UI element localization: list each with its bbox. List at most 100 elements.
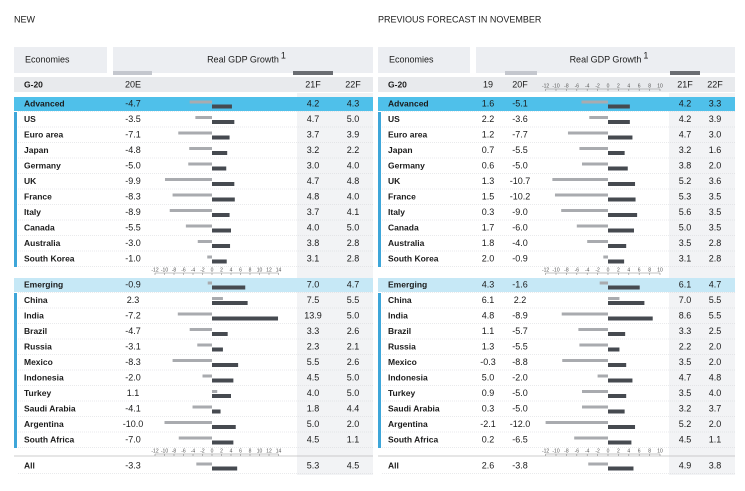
- group-accent: [14, 293, 17, 448]
- economy-name: All: [24, 460, 35, 470]
- growth-value: 4.7: [679, 129, 692, 139]
- bar-forecast: [608, 135, 633, 140]
- tick-label: -4: [585, 83, 590, 89]
- bar-forecast: [608, 347, 620, 352]
- growth-value: 4.1: [347, 207, 360, 217]
- growth-value: 7.0: [679, 295, 692, 305]
- growth-value: 6.1: [482, 295, 495, 305]
- bar-prior-year: [574, 436, 608, 440]
- growth-value: 3.8: [307, 238, 320, 248]
- tick-label: 2: [220, 267, 223, 273]
- bar-forecast: [608, 104, 630, 109]
- growth-value: 4.2: [679, 114, 692, 124]
- bar-prior-year: [172, 193, 212, 197]
- economy-name: Saudi Arabia: [388, 403, 440, 413]
- column-label: 21F: [677, 79, 693, 89]
- growth-value: 5.0: [347, 388, 360, 398]
- bar-prior-year: [197, 343, 212, 347]
- growth-value: -7.7: [512, 129, 528, 139]
- growth-value: -3.3: [125, 460, 141, 470]
- bar-forecast: [608, 363, 627, 367]
- growth-value: 4.0: [347, 160, 360, 170]
- group-row-background: [378, 97, 735, 111]
- growth-value: 1.1: [127, 388, 140, 398]
- bar-prior-year: [207, 281, 212, 285]
- growth-value: 5.2: [679, 419, 692, 429]
- economy-name: Germany: [388, 160, 425, 170]
- growth-value: 3.7: [709, 403, 722, 413]
- bar-forecast: [212, 213, 230, 217]
- economy-name: Emerging: [24, 279, 63, 289]
- bar-forecast: [608, 120, 630, 124]
- economy-name: South Korea: [24, 253, 75, 263]
- growth-value: 5.5: [307, 357, 320, 367]
- growth-value: 2.5: [709, 326, 722, 336]
- bar-prior-year: [552, 178, 608, 181]
- growth-value: 2.0: [709, 160, 722, 170]
- economy-name: US: [24, 114, 36, 124]
- bar-forecast: [212, 244, 231, 248]
- bar-forecast: [212, 332, 228, 336]
- bar-prior-year: [212, 297, 223, 300]
- growth-value: -5.0: [512, 160, 528, 170]
- economy-name: Indonesia: [24, 372, 64, 382]
- growth-value: 5.5: [709, 310, 722, 320]
- bar-forecast: [212, 466, 238, 471]
- growth-value: 5.0: [307, 419, 320, 429]
- growth-value: -0.9: [125, 279, 141, 289]
- bar-prior-year: [212, 390, 218, 393]
- growth-value: 5.2: [679, 176, 692, 186]
- growth-value: -9.9: [125, 176, 141, 186]
- growth-value: -10.2: [510, 191, 531, 201]
- tick-label: -2: [595, 267, 600, 273]
- growth-value: -8.3: [125, 357, 141, 367]
- growth-value: 1.8: [307, 403, 320, 413]
- growth-value: 2.2: [482, 114, 495, 124]
- economies-header-box: [14, 47, 107, 73]
- tick-label: -10: [552, 448, 559, 454]
- bar-prior-year: [164, 178, 212, 181]
- tick-label: 6: [239, 448, 242, 454]
- bar-forecast: [608, 332, 626, 336]
- growth-value: -5.0: [512, 403, 528, 413]
- growth-value: 1.3: [482, 341, 495, 351]
- growth-header-box: [476, 47, 735, 73]
- growth-value: 2.0: [347, 419, 360, 429]
- growth-value: 4.0: [307, 388, 320, 398]
- economy-name: France: [388, 191, 416, 201]
- growth-value: 4.2: [307, 98, 320, 108]
- tick-label: -10: [161, 267, 168, 273]
- bar-forecast: [212, 197, 235, 202]
- growth-value: 4.0: [347, 191, 360, 201]
- column-marker: [113, 71, 152, 75]
- column-marker: [670, 71, 700, 75]
- bar-prior-year: [195, 116, 212, 119]
- bar-prior-year: [172, 359, 212, 362]
- background-layer: [14, 47, 735, 475]
- economy-name: Advanced: [24, 98, 65, 108]
- growth-value: 4.8: [347, 176, 360, 186]
- growth-value: -12.0: [510, 419, 531, 429]
- tick-label: 2: [220, 448, 223, 454]
- column-header-row: [378, 77, 735, 92]
- tick-label: 4: [627, 448, 630, 454]
- bar-forecast: [212, 409, 221, 414]
- tick-label: 6: [638, 448, 641, 454]
- tick-label: 2: [617, 83, 620, 89]
- bar-forecast: [608, 466, 634, 471]
- growth-value: -4.1: [125, 403, 141, 413]
- bar-prior-year: [576, 224, 608, 228]
- bar-prior-year: [189, 100, 212, 104]
- economy-name: Russia: [24, 341, 52, 351]
- growth-value: 4.8: [307, 191, 320, 201]
- growth-value: 3.8: [679, 160, 692, 170]
- tick-label: 12: [266, 448, 272, 454]
- tick-label: 0: [607, 83, 610, 89]
- bar-forecast: [608, 197, 636, 202]
- growth-value: -3.5: [125, 114, 141, 124]
- growth-value: 2.2: [514, 295, 527, 305]
- bar-forecast: [608, 301, 645, 305]
- tick-label: 10: [657, 448, 663, 454]
- growth-value: 5.0: [347, 310, 360, 320]
